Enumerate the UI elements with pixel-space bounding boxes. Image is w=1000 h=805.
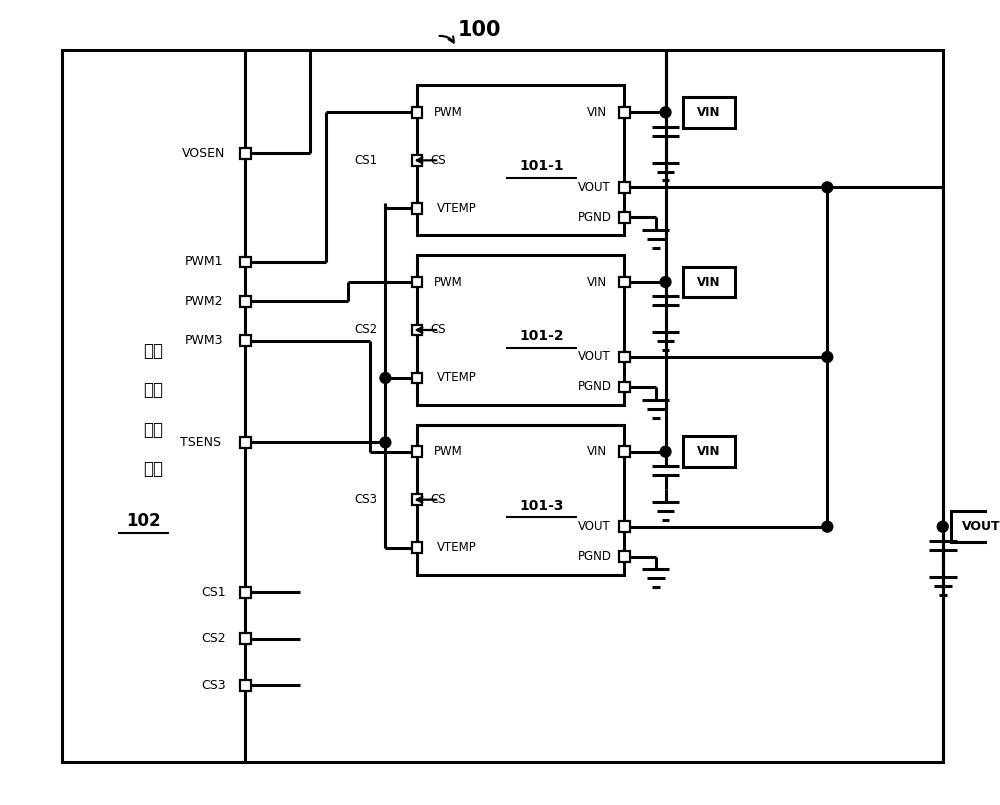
Bar [412,373,422,383]
Text: 100: 100 [457,20,501,40]
Text: VTEMP: VTEMP [437,541,476,554]
Bar [417,85,624,235]
Bar [619,277,630,287]
Text: VIN: VIN [697,105,721,119]
Text: PWM: PWM [434,275,463,288]
Text: VIN: VIN [697,445,721,458]
Text: 集成: 集成 [144,341,164,360]
Text: CS: CS [431,324,446,336]
Bar [240,257,251,267]
Circle shape [822,352,833,362]
Bar [240,437,251,448]
Text: 102: 102 [126,512,161,530]
Bar [619,352,630,362]
Bar [619,107,630,118]
Text: VTEMP: VTEMP [437,371,476,385]
Bar [240,679,251,691]
Bar [240,148,251,159]
Bar [240,634,251,644]
Text: PWM2: PWM2 [185,295,223,308]
Text: PGND: PGND [578,211,612,224]
Text: VOSEN: VOSEN [182,147,226,160]
Bar [412,543,422,553]
Bar [683,97,735,128]
Bar [412,155,422,166]
Circle shape [822,182,833,192]
Circle shape [660,107,671,118]
Bar [619,182,630,192]
Bar [240,587,251,598]
Bar [240,296,251,307]
Bar [240,336,251,346]
Bar [619,551,630,562]
Text: CS3: CS3 [354,493,377,506]
Text: CS: CS [431,493,446,506]
Text: CS: CS [431,154,446,167]
Text: TSENS: TSENS [180,436,221,449]
Bar [412,324,422,336]
Bar [619,521,630,532]
Bar [417,255,624,405]
Text: VOUT: VOUT [578,181,611,194]
Text: VOUT: VOUT [578,520,611,533]
Text: 器件: 器件 [144,460,164,478]
Bar [683,436,735,467]
Text: 101-3: 101-3 [519,498,564,513]
Bar [412,107,422,118]
Text: VOUT: VOUT [578,350,611,364]
Text: PGND: PGND [578,381,612,394]
Bar [412,494,422,505]
Text: CS2: CS2 [354,324,377,336]
Circle shape [380,437,391,448]
Circle shape [380,373,391,383]
Text: PWM: PWM [434,445,463,458]
Text: 电路: 电路 [144,382,164,399]
Text: VIN: VIN [697,275,721,288]
Circle shape [822,521,833,532]
Bar [412,446,422,457]
Text: PGND: PGND [578,550,612,564]
Bar [683,266,735,297]
Text: VIN: VIN [586,275,607,288]
Text: CS1: CS1 [201,586,226,599]
Text: VIN: VIN [586,445,607,458]
Text: VIN: VIN [586,105,607,119]
Text: CS3: CS3 [201,679,226,691]
Text: 控制: 控制 [144,421,164,439]
Bar [951,511,1000,542]
Bar [62,50,943,762]
Bar [412,203,422,214]
Text: VOUT: VOUT [962,520,1000,533]
Bar [417,425,624,575]
Text: VTEMP: VTEMP [437,202,476,215]
Circle shape [937,521,948,532]
Text: 101-1: 101-1 [519,159,564,173]
Text: PWM3: PWM3 [185,334,223,347]
Bar [619,212,630,223]
Circle shape [660,277,671,287]
Bar [412,277,422,287]
Text: PWM: PWM [434,105,463,119]
Text: 101-2: 101-2 [519,329,564,343]
Text: CS1: CS1 [354,154,377,167]
Bar [619,446,630,457]
Text: PWM1: PWM1 [185,255,223,268]
Bar [619,382,630,392]
Circle shape [660,446,671,457]
Text: CS2: CS2 [201,632,226,646]
